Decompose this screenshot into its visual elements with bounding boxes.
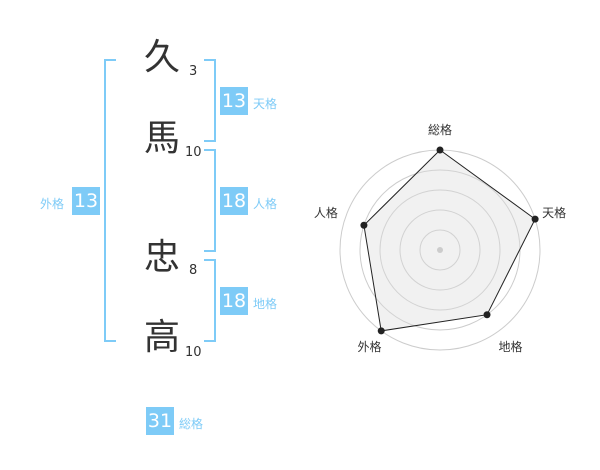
jinkaku-label: 人格 xyxy=(253,197,278,211)
tenkaku-label: 天格 xyxy=(253,97,278,111)
radar-axis-label: 人格 xyxy=(314,205,338,220)
gaikaku-value: 13 xyxy=(72,187,100,215)
radar-center xyxy=(437,247,443,253)
name-char-3: 忠 xyxy=(143,237,180,278)
radar-ring xyxy=(379,189,501,311)
radar-axis-label: 総格 xyxy=(428,122,452,137)
radar-point-2 xyxy=(531,215,539,223)
gaikaku-bracket xyxy=(104,59,116,342)
stroke-count-3: 8 xyxy=(189,263,198,278)
radar-axis-label: 天格 xyxy=(542,205,566,220)
tenkaku-bracket xyxy=(204,59,216,142)
radar-point-4 xyxy=(377,327,385,335)
stroke-count-2: 10 xyxy=(185,145,202,160)
radar-ring xyxy=(399,209,481,291)
stroke-count-4: 10 xyxy=(185,345,202,360)
soukaku-value: 31 xyxy=(146,407,174,435)
name-char-1: 久 xyxy=(143,37,180,78)
radar-axis-label: 地格 xyxy=(499,339,523,354)
radar-ring xyxy=(419,229,461,271)
jinkaku-value: 18 xyxy=(220,187,248,215)
soukaku-label: 総格 xyxy=(179,417,204,431)
chikaku-label: 地格 xyxy=(253,297,278,311)
radar-point-1 xyxy=(436,146,444,154)
chikaku-value: 18 xyxy=(220,287,248,315)
name-char-2: 馬 xyxy=(143,118,180,159)
tenkaku-value: 13 xyxy=(220,87,248,115)
radar-point-5 xyxy=(360,221,368,229)
stroke-count-1: 3 xyxy=(189,64,198,79)
chikaku-bracket xyxy=(204,259,216,342)
radar-point-3 xyxy=(483,311,491,319)
radar-area xyxy=(363,149,536,332)
jinkaku-bracket xyxy=(204,149,216,252)
gaikaku-label: 外格 xyxy=(40,197,65,211)
name-char-4: 高 xyxy=(143,317,180,358)
radar-axis-label: 外格 xyxy=(357,339,381,354)
